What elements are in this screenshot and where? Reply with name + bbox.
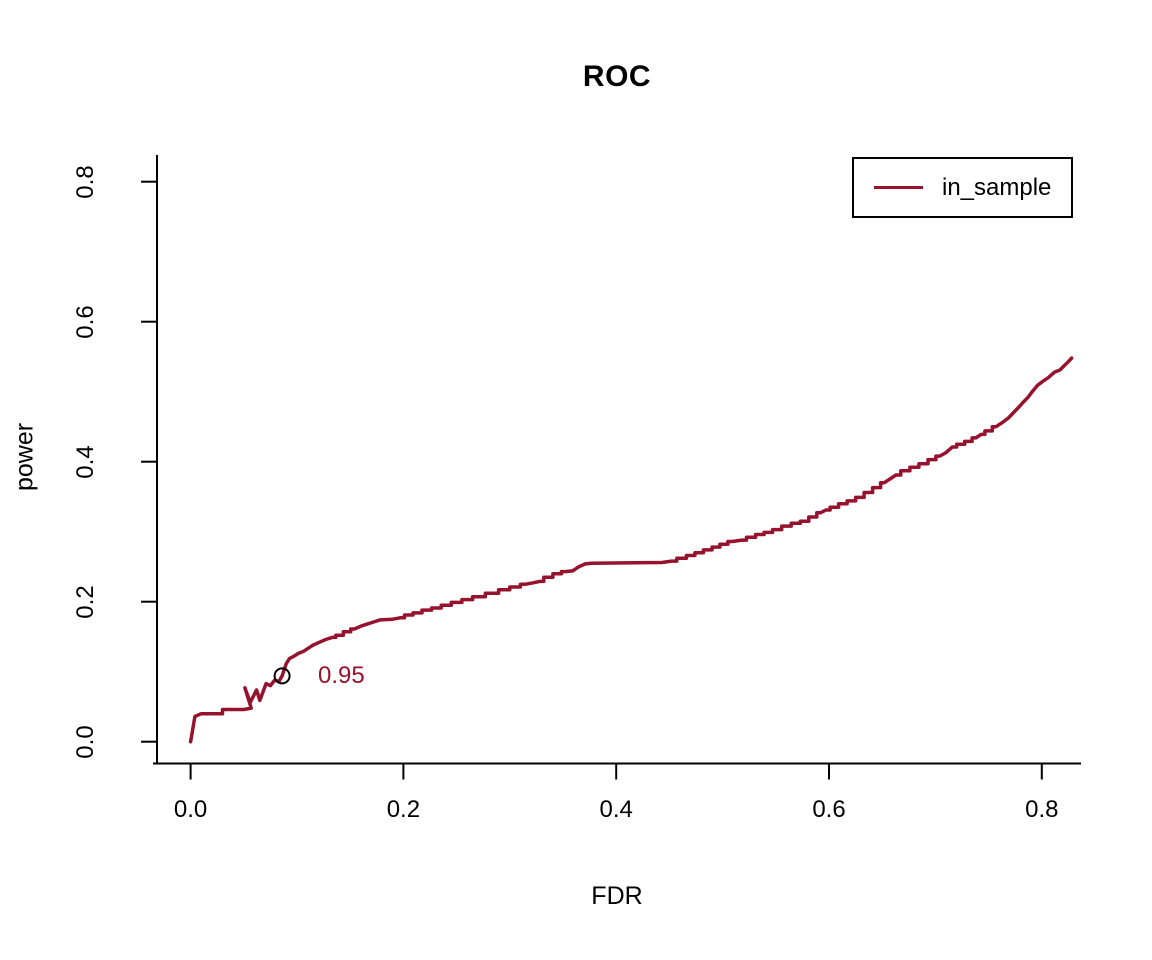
threshold-point-marker: [273, 667, 291, 685]
y-tick-label: 0.8: [72, 165, 99, 199]
y-axis-title: power: [10, 422, 39, 492]
roc-curve-in_sample: [188, 356, 1074, 744]
x-axis-title: FDR: [591, 882, 643, 910]
y-tick-label: 0.6: [72, 305, 99, 339]
y-tick-label: 0.4: [72, 445, 99, 479]
y-tick-label: 0.0: [72, 725, 99, 759]
legend-line-sample-icon: [874, 186, 923, 189]
x-tick-label: 0.0: [173, 796, 208, 823]
x-tick-label: 0.4: [599, 796, 633, 823]
y-tick-label: 0.2: [72, 585, 99, 619]
x-tick-label: 0.6: [812, 796, 846, 823]
x-tick-label: 0.2: [386, 796, 421, 823]
chart-title: ROC: [582, 60, 652, 93]
legend-item-label: in_sample: [942, 173, 1052, 201]
legend: in_sample: [852, 157, 1073, 218]
threshold-annotation-label: 0.95: [318, 662, 365, 689]
x-tick-label: 0.8: [1025, 796, 1059, 823]
